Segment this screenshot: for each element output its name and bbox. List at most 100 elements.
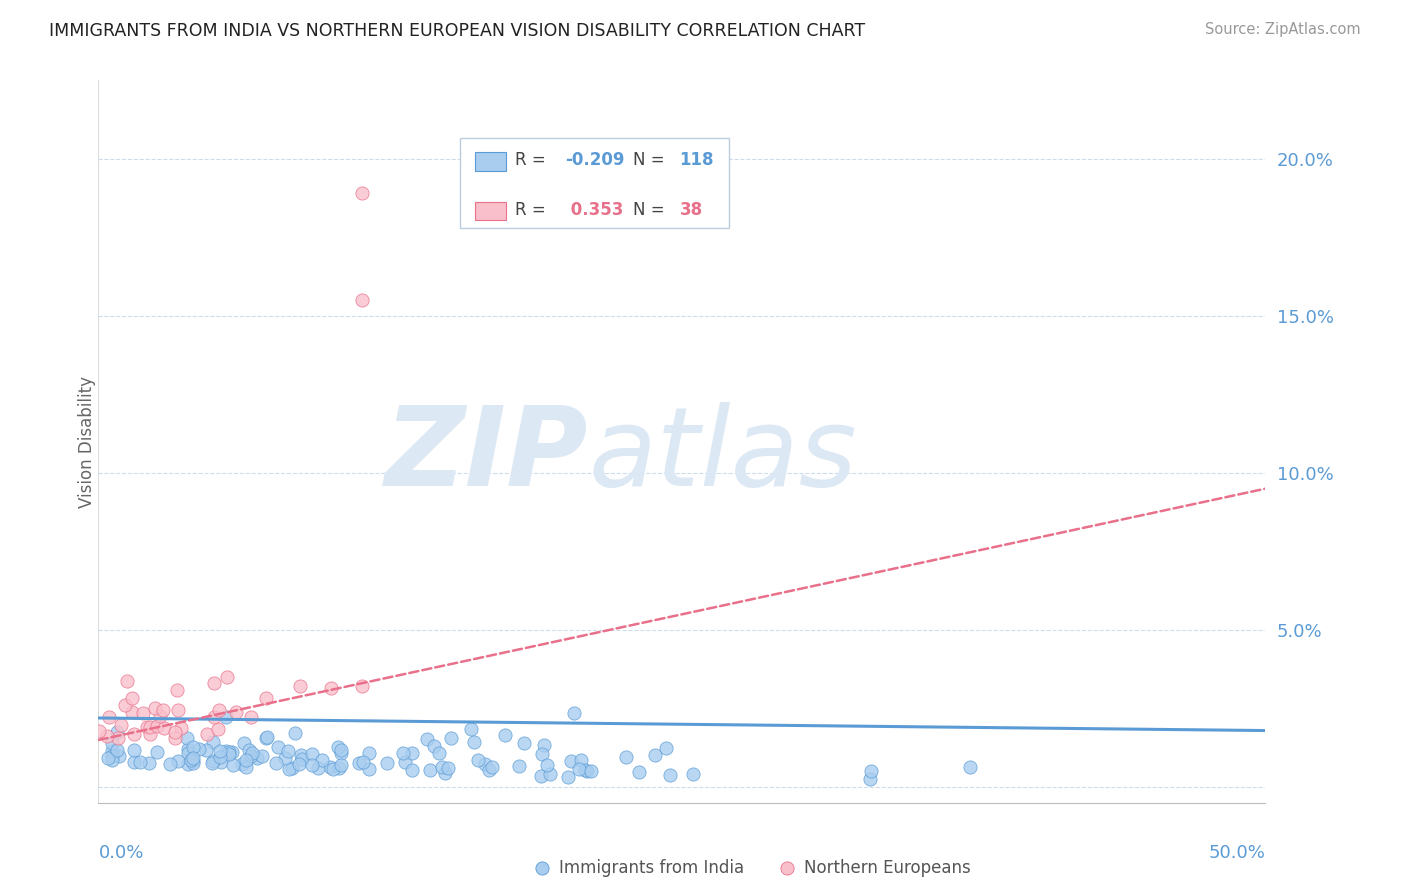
Point [359,762,381,776]
Point [432,760,454,774]
Point [215,709,238,723]
Point [105,743,128,757]
Point [440,731,463,746]
Point [467,753,489,767]
Point [281,761,304,775]
Point [307,760,329,774]
FancyBboxPatch shape [475,202,506,220]
Point [143,701,166,715]
Point [319,760,342,774]
Point [392,746,415,760]
Point [201,756,224,770]
Point [531,747,554,762]
Point [235,753,257,767]
Point [538,767,561,781]
Point [352,186,374,201]
Point [311,753,333,767]
Text: 0.353: 0.353 [565,202,624,219]
Point [655,740,678,755]
Point [218,745,240,759]
Point [180,753,202,767]
Point [330,746,353,760]
Point [422,739,444,754]
Point [167,703,190,717]
Point [187,741,209,756]
Point [100,744,122,758]
Point [215,670,238,684]
Point [209,744,232,758]
Point [256,691,278,706]
Point [101,748,124,763]
Point [209,750,232,764]
Point [377,756,399,770]
Text: 50.0%: 50.0% [1209,844,1265,862]
Point [225,705,247,719]
Point [859,772,882,786]
Point [267,740,290,755]
Point [416,731,439,746]
Point [959,760,981,774]
Point [326,740,349,755]
Point [87,723,110,738]
Point [478,763,501,777]
Point [359,746,381,760]
Point [139,727,162,741]
Text: ZIP: ZIP [385,402,589,509]
Point [202,676,225,690]
Point [153,721,176,735]
Point [494,729,516,743]
Point [110,718,132,732]
Point [114,698,136,713]
Point [274,751,297,765]
Point [181,751,204,765]
Point [97,751,120,765]
Point [222,757,245,772]
Point [149,708,172,723]
Point [533,738,555,752]
Point [512,736,534,750]
Point [105,725,128,739]
Point [433,765,456,780]
Point [159,756,181,771]
Point [101,736,124,750]
Point [460,722,482,736]
Point [401,746,423,760]
Point [215,744,238,758]
Point [256,730,278,744]
Point [129,755,152,769]
Point [209,755,232,769]
Point [115,673,138,688]
Point [107,731,129,745]
Point [177,746,200,760]
Point [221,745,243,759]
Point [122,756,145,770]
Point [557,770,579,784]
Point [152,703,174,717]
Point [284,726,307,740]
Point [529,769,551,783]
Text: Immigrants from India: Immigrants from India [560,859,745,877]
Point [568,763,591,777]
Point [301,758,323,772]
Point [121,705,143,719]
Point [97,710,120,724]
Point [231,756,253,771]
Point [163,731,186,745]
Point [288,679,311,693]
Point [644,748,666,763]
Y-axis label: Vision Disability: Vision Disability [79,376,96,508]
Text: N =: N = [633,152,669,169]
Point [562,706,585,720]
Point [181,754,204,768]
Point [135,720,157,734]
Point [277,762,299,776]
Text: IMMIGRANTS FROM INDIA VS NORTHERN EUROPEAN VISION DISABILITY CORRELATION CHART: IMMIGRANTS FROM INDIA VS NORTHERN EUROPE… [49,22,865,40]
Point [108,749,131,764]
Point [146,718,169,732]
Point [202,709,225,723]
Point [463,735,485,749]
Point [574,763,596,777]
Point [138,756,160,770]
Point [100,752,122,766]
Point [290,748,312,763]
